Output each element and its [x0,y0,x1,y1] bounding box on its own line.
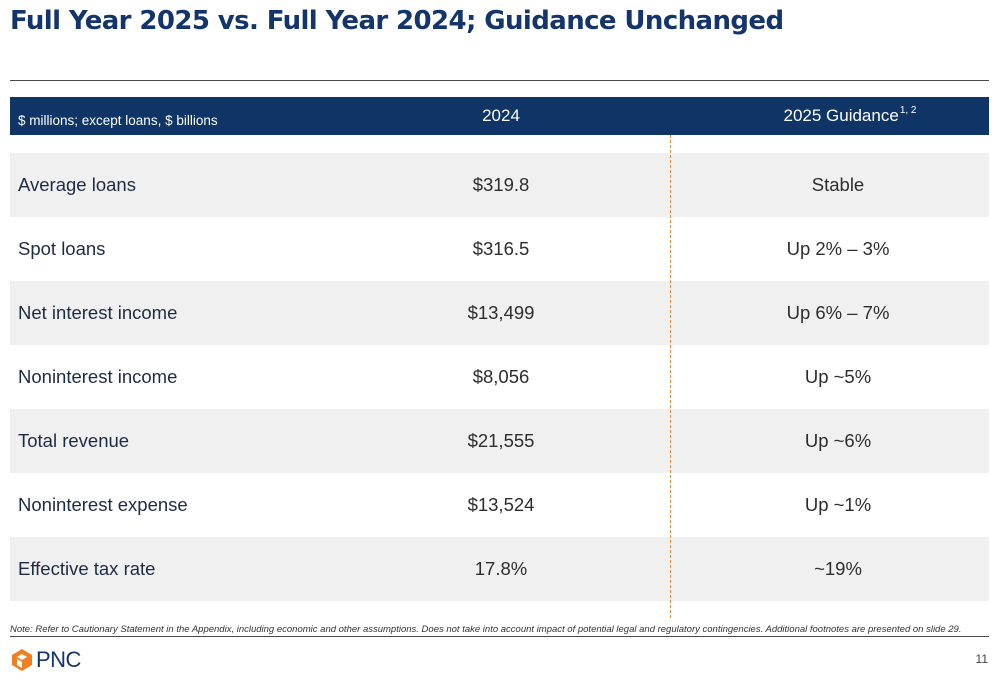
row-label: Total revenue [18,430,130,451]
guidance-footnote-ref: 1, 2 [899,104,917,116]
row-label: Noninterest expense [18,494,188,515]
row-value-2024: $21,555 [467,430,535,451]
page-title: Full Year 2025 vs. Full Year 2024; Guida… [10,6,784,36]
table-row: Average loans $319.8 Stable [10,153,989,217]
title-divider [10,80,989,81]
table-row: Spot loans $316.5 Up 2% – 3% [10,217,989,281]
pnc-mark-icon [12,649,32,671]
row-label: Spot loans [18,238,106,259]
row-value-guidance: Up ~1% [804,494,872,515]
row-value-2024: $13,499 [467,302,535,323]
table-row: Noninterest income $8,056 Up ~5% [10,345,989,409]
row-label: Effective tax rate [18,558,156,579]
row-value-guidance: Stable [811,174,865,195]
table-row: Effective tax rate 17.8% ~19% [10,537,989,601]
column-header-guidance: 2025 Guidance 1, 2 [670,97,1000,135]
row-value-guidance: Up 6% – 7% [786,302,890,323]
row-label: Average loans [18,174,136,195]
row-value-2024: 17.8% [474,558,528,579]
column-header-2024: 2024 [482,106,520,125]
row-value-guidance: Up ~5% [804,366,872,387]
table-row: Noninterest expense $13,524 Up ~1% [10,473,989,537]
table-row: Total revenue $21,555 Up ~6% [10,409,989,473]
row-value-2024: $8,056 [472,366,530,387]
footnote: Note: Refer to Cautionary Statement in t… [10,624,962,635]
table-header: $ millions; except loans, $ billions 202… [10,97,989,135]
units-header: $ millions; except loans, $ billions [18,113,218,128]
row-value-2024: $13,524 [467,494,535,515]
guidance-header-label: 2025 Guidance [783,106,899,125]
logo-text: PNC [36,647,81,672]
row-value-2024: $316.5 [472,238,530,259]
column-divider [670,135,671,618]
row-value-guidance: Up 2% – 3% [786,238,890,259]
row-value-guidance: ~19% [814,558,862,579]
pnc-logo: PNC [11,647,81,673]
row-label: Noninterest income [18,366,178,387]
row-label: Net interest income [18,302,178,323]
page-number: 11 [975,652,988,666]
row-value-guidance: Up ~6% [804,430,872,451]
table-row: Net interest income $13,499 Up 6% – 7% [10,281,989,345]
footer-divider [10,636,989,637]
row-value-2024: $319.8 [472,174,530,195]
